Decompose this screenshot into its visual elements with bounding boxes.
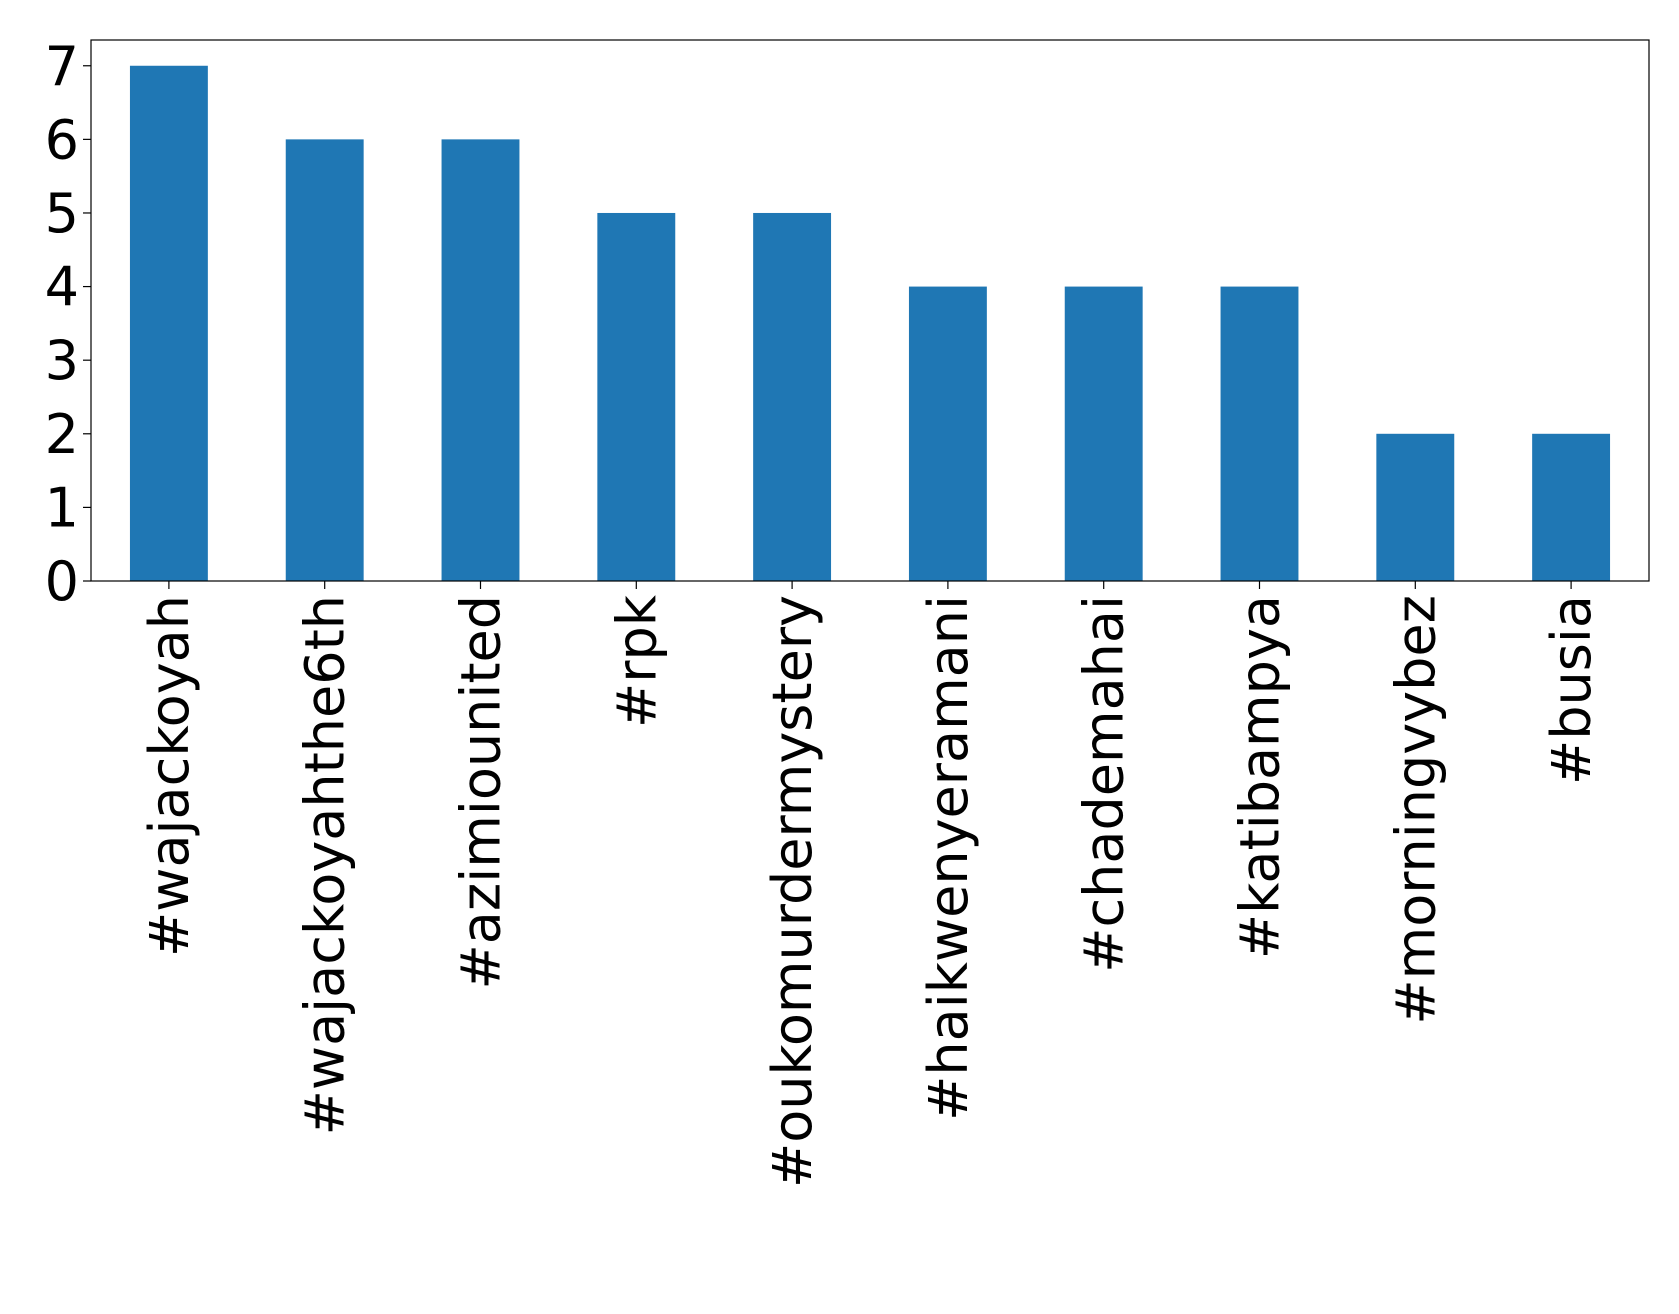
y-tick-label: 1 bbox=[45, 476, 79, 539]
bar bbox=[1532, 433, 1611, 581]
bar bbox=[1064, 286, 1143, 581]
x-tick-label: #busia bbox=[1540, 595, 1603, 785]
y-tick-label: 4 bbox=[45, 256, 79, 319]
x-tick-label: #azimiounited bbox=[450, 595, 513, 989]
x-tick-label: #chademahai bbox=[1073, 595, 1136, 973]
y-tick-label: 6 bbox=[45, 108, 79, 171]
bar bbox=[129, 65, 208, 581]
x-tick-label: #rpk bbox=[605, 594, 668, 728]
y-tick-label: 7 bbox=[45, 35, 79, 98]
x-tick-label: #haikwenyeramani bbox=[917, 595, 980, 1121]
x-tick-label: #wajackoyahthe6th bbox=[294, 595, 357, 1135]
bar bbox=[285, 139, 364, 581]
plot-frame bbox=[90, 39, 1650, 582]
y-tick-label: 5 bbox=[45, 182, 79, 245]
y-tick-label: 3 bbox=[45, 329, 79, 392]
y-tick-label: 2 bbox=[45, 403, 79, 466]
bar bbox=[908, 286, 987, 581]
y-tick-label: 0 bbox=[45, 550, 79, 613]
bar bbox=[441, 139, 520, 581]
x-tick-label: #oukomurdermystery bbox=[761, 595, 824, 1188]
bar bbox=[753, 212, 832, 582]
x-tick-label: #morningvybez bbox=[1384, 595, 1447, 1025]
bar bbox=[597, 212, 676, 582]
x-tick-label: #katibampya bbox=[1229, 595, 1292, 959]
bar bbox=[1220, 286, 1299, 581]
x-tick-label: #wajackoyah bbox=[138, 595, 201, 957]
bar bbox=[1376, 433, 1455, 581]
